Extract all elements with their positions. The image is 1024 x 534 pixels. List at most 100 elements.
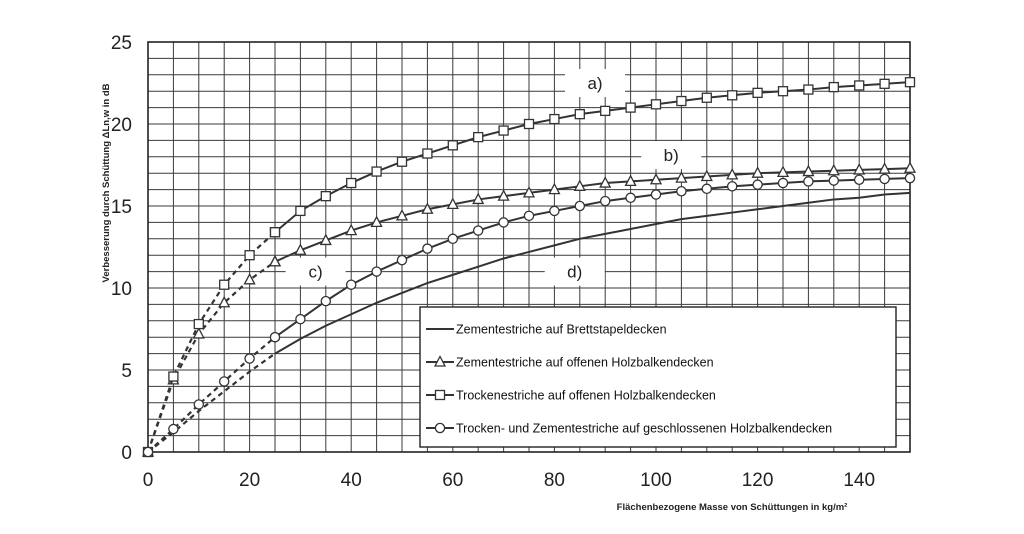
legend-item: Trocken- und Zementestriche auf geschlos…: [426, 422, 832, 436]
x-axis-title: Flächenbezogene Masse von Schüttungen in…: [617, 502, 848, 513]
series-point-circle: [447, 233, 459, 245]
x-tick-label: 60: [442, 470, 463, 491]
legend-label: Zementestriche auf offenen Holzbalkendec…: [456, 356, 714, 370]
series-point-circle: [676, 185, 687, 197]
series-point-triangle: [268, 254, 282, 267]
series-point-triangle: [319, 233, 332, 246]
series-point-square: [320, 191, 331, 202]
series-dashed-segment: [147, 352, 276, 453]
series-point-triangle: [675, 171, 688, 183]
series-line: [274, 167, 911, 263]
x-tick-label: 20: [239, 470, 260, 491]
series-point-square: [574, 109, 585, 120]
series-point-circle: [320, 295, 332, 307]
series-point-circle: [574, 200, 586, 212]
series-point-circle: [371, 266, 382, 277]
series-point-square: [193, 318, 204, 330]
series-point-circle: [650, 189, 662, 200]
plot-frame: [147, 41, 911, 453]
curve-tag-label: a): [587, 74, 602, 93]
series-point-square: [523, 118, 535, 130]
series-point-circle: [752, 179, 763, 190]
curve-tag-box: [544, 257, 605, 286]
series-point-square: [803, 84, 814, 95]
series-point-circle: [422, 243, 433, 254]
series-point-circle: [777, 177, 789, 189]
series-point-circle: [599, 195, 611, 207]
series-point-circle: [726, 181, 738, 192]
series-point-square: [676, 95, 687, 107]
y-tick-label: 0: [121, 443, 132, 464]
series-point-square: [854, 80, 865, 91]
series-point-square: [434, 389, 446, 401]
legend-label: Trocken- und Zementestriche auf geschlos…: [456, 422, 832, 436]
series-point-triangle: [433, 355, 447, 367]
series-point-triangle: [395, 208, 409, 221]
series-point-square: [447, 140, 458, 151]
series-point-square: [600, 105, 611, 117]
series-point-triangle: [700, 169, 713, 182]
curve-tag-label: d): [567, 263, 582, 282]
legend-label: Zementestriche auf Brettstapeldecken: [456, 323, 667, 337]
series-square: [142, 77, 916, 458]
series-point-square: [904, 77, 916, 88]
series-point-circle: [142, 446, 154, 458]
curve-tag-box: [641, 141, 702, 170]
series-point-triangle: [548, 182, 561, 195]
series-point-circle: [625, 192, 636, 204]
series-point-circle: [472, 225, 484, 236]
series-dashed-segment: [147, 336, 276, 453]
series-point-circle: [853, 174, 865, 186]
legend: Zementestriche auf Brettstapeldecken Zeme…: [419, 306, 897, 448]
series-point-triangle: [421, 202, 434, 214]
series-point-square: [727, 90, 738, 101]
curve-tags: a) b) c) d): [285, 69, 702, 286]
y-tick-label: 10: [111, 279, 132, 300]
legend-item: Zementestriche auf Brettstapeldecken: [426, 323, 667, 337]
series-point-circle: [701, 183, 713, 195]
series-point-square: [295, 205, 306, 217]
legend-label: Trockenestriche auf offenen Holzbalkende…: [456, 389, 716, 403]
series-point-triangle: [776, 165, 790, 178]
curve-tag-label: c): [309, 263, 323, 282]
series-point-square: [650, 99, 662, 110]
series-point-triangle: [878, 162, 891, 174]
x-axis-ticks: 0 20 40 60 80 100 120 140: [143, 470, 875, 491]
series-point-square: [244, 250, 255, 261]
legend-item: Zementestriche auf offenen Holzbalkendec…: [426, 355, 714, 370]
legend-box: [419, 306, 897, 448]
legend-item: Trockenestriche auf offenen Holzbalkende…: [426, 389, 716, 403]
series-point-square: [828, 81, 839, 93]
series-point-triangle: [472, 192, 485, 205]
y-axis-title: Verbesserung durch Schüttung ΔLn,w in dB: [101, 83, 112, 282]
series-point-triangle: [751, 166, 764, 178]
series-point-square: [473, 131, 484, 143]
series-point-triangle: [294, 243, 307, 255]
series-point-circle: [244, 353, 255, 364]
series-point-triangle: [192, 327, 205, 339]
series-point-circle: [345, 279, 357, 290]
series-point-triangle: [345, 223, 358, 236]
series-point-triangle: [243, 272, 256, 285]
series-point-triangle: [853, 163, 866, 175]
curve-tag-label: b): [664, 146, 679, 165]
series-point-square: [168, 371, 179, 382]
x-tick-label: 140: [843, 470, 875, 491]
series-point-circle: [879, 173, 890, 185]
series-point-triangle: [802, 164, 815, 177]
series-point-square: [219, 279, 230, 290]
series-point-square: [777, 86, 789, 97]
series-point-triangle: [649, 172, 663, 185]
series-point-triangle: [370, 215, 383, 228]
series-point-circle: [168, 423, 179, 435]
series-point-square: [346, 177, 357, 189]
series-point-triangle: [218, 295, 231, 308]
series-point-circle: [498, 217, 509, 228]
series-point-square: [549, 113, 560, 125]
x-tick-label: 120: [742, 470, 774, 491]
series-point-square: [396, 156, 408, 167]
series-point-square: [752, 87, 763, 98]
series-point-triangle: [522, 185, 536, 198]
